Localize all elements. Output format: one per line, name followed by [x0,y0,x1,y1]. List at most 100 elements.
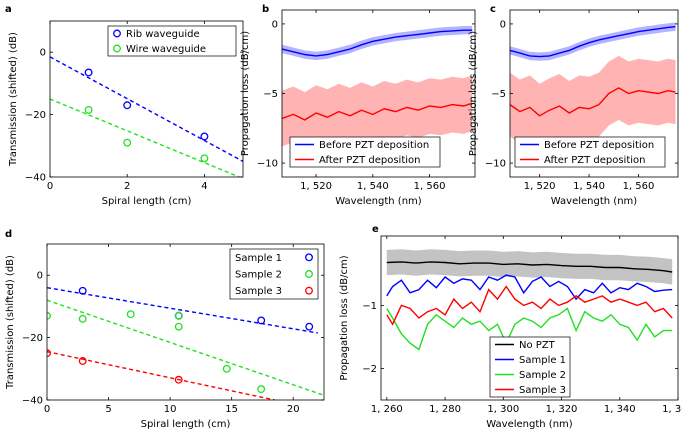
series-before-pzt-deposition-line [510,26,676,58]
panel-d: d 0 5 10 15 20 0 −20 −40 Spiral length (cm) Transm… [5,229,325,430]
panel-letter: a [5,4,12,15]
y-axis-label: Transmission (shifted) (dB) [8,32,19,167]
y-tick-label: 0 [272,19,278,30]
y-tick-label: −5 [491,89,506,100]
legend-sample-3-swatch [305,286,313,295]
x-tick-label: 1, 540 [357,181,389,192]
x-tick-label: 1, 560 [623,181,655,192]
series-rib-waveguide-fit [50,56,243,163]
series-sample-3-fit [47,350,275,400]
legend: Sample 1 Sample 2 Sample 3 [229,248,319,300]
legend-box [229,248,319,300]
legend-box [489,336,571,398]
plot-data [50,56,243,177]
panel-c: c 1, 520 1, 540 1, 560 0 −5 −10 Wavelength (nm)… [468,4,679,207]
legend-box [107,25,237,57]
x-tick-label: 1, 320 [546,404,578,415]
legend: Before PZT deposition After PZT depositio… [514,136,666,168]
axes-frame [46,243,325,401]
y-tick-label: −5 [263,89,278,100]
y-tick-label: 0 [500,19,506,30]
x-tick-label: 1, 280 [429,404,461,415]
legend-wire-waveguide-label: Wire waveguide [126,44,206,55]
series-sample-3-point [174,375,183,384]
y-tick-label: 0 [40,48,46,59]
x-axis-label: Spiral length (cm) [102,196,192,207]
series-sample-2-point [174,322,183,331]
series-sample-2-point [222,364,231,373]
series-sample-1-line [386,274,673,301]
series-rib-waveguide-point [200,132,209,141]
legend-sample-2-label: Sample 2 [235,270,282,281]
legend-wire-waveguide-swatch [113,44,121,53]
series-sample-2-line [386,307,673,351]
y-axis-label: Propagation loss (dB/cm) [339,255,350,380]
legend-box [514,136,666,168]
y-tick-label: −2 [362,364,377,375]
legend-before-pzt-deposition-label: Before PZT deposition [319,140,429,151]
panel-b: b 1, 520 1, 540 1, 560 0 −5 −10 Wavelength (nm)… [240,4,476,207]
series-no-pzt-line [386,261,673,273]
x-tick-label: 4 [201,181,207,192]
series-before-pzt-deposition-band [282,26,473,61]
panel-letter: c [490,4,496,15]
series-no-pzt-band [386,249,673,285]
series-wire-waveguide-point [84,105,93,114]
series-sample-1-point [257,316,266,325]
legend-no-pzt-label: No PZT [519,340,556,351]
series-sample-1-point [305,322,314,331]
series-after-pzt-deposition-band [510,55,676,148]
x-tick-label: 1, 540 [573,181,605,192]
y-tick-label: −10 [485,159,506,170]
series-sample-2-point [126,310,135,319]
y-tick-label: −20 [22,333,43,344]
x-tick-label: 1, 520 [300,181,332,192]
x-tick-label: 20 [287,404,300,415]
legend-sample-1-swatch [305,253,313,262]
panel-e: e 1, 260 1, 280 1, 300 1, 320 1, 340 1, 360 −1 −… [339,224,682,430]
x-tick-label: 1, 520 [524,181,556,192]
panel-a: a 0 2 4 0 −20 −40 Spiral length (cm) Transmissio… [5,4,244,207]
series-after-pzt-deposition-line [282,102,473,121]
x-tick-label: 2 [124,181,130,192]
axes-frame [49,20,244,178]
plot-data [510,22,676,148]
legend-box [289,136,441,168]
series-sample-2-point [257,385,266,394]
x-tick-label: 5 [105,404,111,415]
series-after-pzt-deposition-line [510,87,676,117]
y-tick-label: −20 [25,110,46,121]
x-tick-label: 15 [225,404,238,415]
legend-sample-3-label: Sample 3 [235,286,282,297]
x-tick-label: 0 [44,404,50,415]
legend-sample-2-label: Sample 2 [519,370,566,381]
panel-letter: b [262,4,269,15]
legend: Rib waveguide Wire waveguide [107,25,237,57]
series-sample-3-line [386,285,673,326]
y-axis-label: Propagation loss (dB/cm) [240,31,251,156]
y-axis-label: Transmission (shifted) (dB) [5,255,16,390]
legend-rib-waveguide-label: Rib waveguide [126,29,200,40]
x-axis-label: Wavelength (nm) [335,196,421,207]
x-tick-label: 1, 340 [604,404,636,415]
legend-sample-1-label: Sample 1 [235,253,282,264]
legend: Before PZT deposition After PZT depositio… [289,136,441,168]
x-tick-label: 1, 560 [414,181,446,192]
legend-after-pzt-deposition-label: After PZT deposition [544,155,645,166]
legend-before-pzt-deposition-label: Before PZT deposition [544,140,654,151]
panel-letter: d [5,229,12,240]
x-tick-label: 1, 300 [487,404,519,415]
y-tick-label: −40 [22,396,43,407]
panel-letter: e [372,224,379,235]
series-sample-2-point [174,311,183,320]
x-tick-label: 0 [47,181,53,192]
series-wire-waveguide-fit [50,98,242,177]
legend-after-pzt-deposition-label: After PZT deposition [319,155,420,166]
series-sample-2-point [78,314,87,323]
series-wire-waveguide-point [123,138,132,147]
x-axis-label: Spiral length (cm) [141,419,231,430]
x-axis-label: Wavelength (nm) [486,419,572,430]
x-axis-label: Wavelength (nm) [551,196,637,207]
legend: No PZT Sample 1 Sample 2 Sample 3 [489,336,571,398]
legend-rib-waveguide-swatch [113,29,121,38]
